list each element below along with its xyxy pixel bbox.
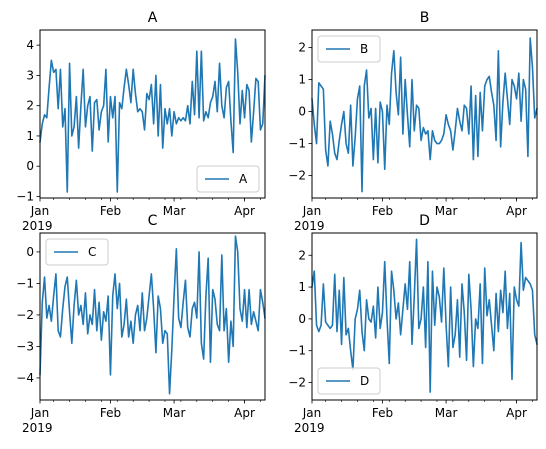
y-tick-label: 1 [26,129,34,143]
legend: A [196,165,260,193]
x-tick-label: Mar [163,204,186,218]
y-tick-label: −1 [288,344,306,358]
y-tick-label: 0 [26,245,34,259]
y-tick-label: −4 [16,371,34,385]
legend: C [45,238,109,266]
x-tick-label: Apr [234,406,255,420]
x-tick-label: Apr [506,406,527,420]
y-tick-label: 4 [26,38,34,52]
series-line-b [311,37,538,193]
y-tick-label: 2 [298,248,306,262]
x-tick-label: Jan [30,204,50,218]
chart-title: B [420,10,430,26]
y-tick-label: −1 [288,137,306,151]
x-tick-label: Mar [163,406,186,420]
legend: B [317,35,381,63]
x-tick-label: Mar [435,204,458,218]
x-tick-year-label: 2019 [294,421,325,435]
x-tick-label: Jan [30,406,50,420]
y-tick-label: −2 [288,169,306,183]
x-tick-label: Mar [435,406,458,420]
y-tick-label: −2 [288,376,306,390]
y-tick-label: −1 [16,189,34,203]
x-tick-label: Apr [506,204,527,218]
y-tick-label: 1 [298,73,306,87]
x-tick-label: Jan [302,406,322,420]
x-tick-label: Feb [100,204,121,218]
series-line-a [39,38,266,193]
x-tick-label: Feb [372,204,393,218]
y-tick-label: 0 [298,312,306,326]
plot-frame [39,29,266,199]
y-tick-label: 2 [298,41,306,55]
x-tick-label: Feb [100,406,121,420]
legend-label: D [360,374,369,388]
y-tick-label: 2 [26,99,34,113]
legend-label: B [360,42,368,56]
y-tick-label: −3 [16,339,34,353]
chart-title: C [148,213,158,229]
plot-frame [311,232,538,401]
plot-frame [39,232,266,401]
series-line-d [311,238,538,393]
x-tick-label: Jan [302,204,322,218]
y-tick-label: 1 [298,280,306,294]
x-tick-year-label: 2019 [22,219,53,233]
y-tick-label: 0 [298,105,306,119]
x-tick-year-label: 2019 [22,421,53,435]
plot-frame [311,29,538,199]
x-tick-label: Feb [372,406,393,420]
y-tick-label: −2 [16,308,34,322]
x-tick-year-label: 2019 [294,219,325,233]
chart-title: D [419,213,430,229]
chart-title: A [148,10,158,26]
y-tick-label: 0 [26,159,34,173]
legend: D [317,367,381,395]
y-tick-label: −1 [16,276,34,290]
series-line-c [39,235,266,395]
legend-label: A [239,172,248,186]
y-tick-label: 3 [26,68,34,82]
x-tick-label: Apr [234,204,255,218]
legend-label: C [88,245,96,259]
